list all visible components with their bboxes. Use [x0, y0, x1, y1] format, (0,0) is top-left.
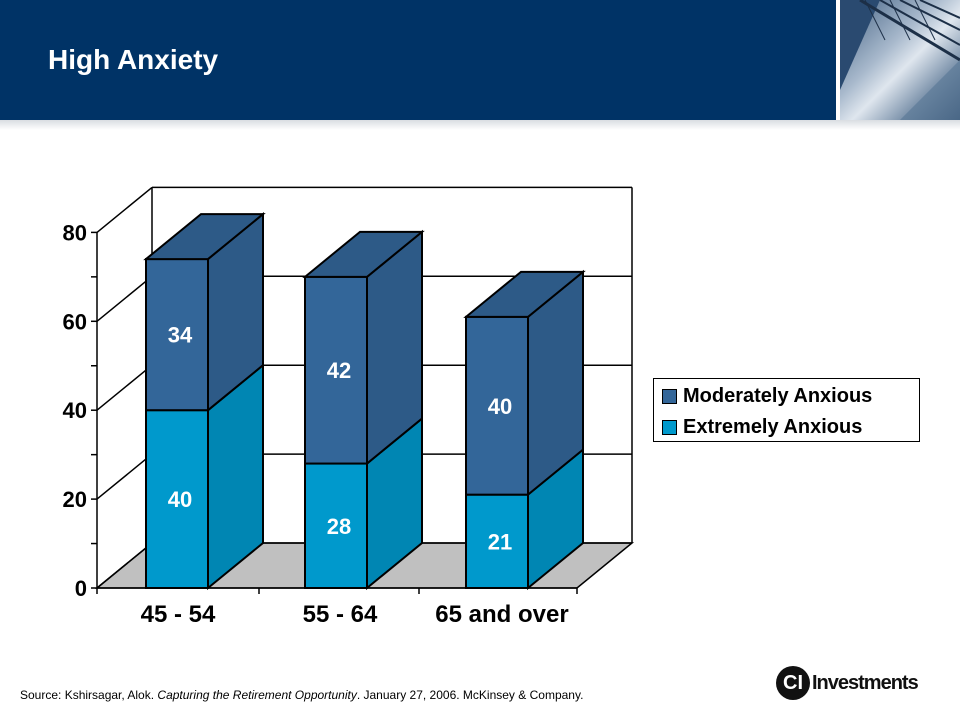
source-suffix: . January 27, 2006. McKinsey & Company.	[356, 688, 584, 702]
y-tick-label: 80	[63, 220, 87, 245]
legend-swatch-moderately-anxious	[662, 389, 677, 404]
bar-extremely-anxious	[304, 462, 368, 590]
bar-moderately-anxious	[145, 258, 209, 412]
bar-moderately-anxious	[304, 275, 368, 465]
bar-top	[463, 270, 586, 318]
data-label: 21	[488, 529, 512, 554]
gridline-side	[96, 542, 153, 589]
ci-investments-logo: CI Investments	[776, 666, 919, 702]
gridline-side	[96, 186, 153, 233]
source-citation: Source: Kshirsagar, Alok. Capturing the …	[20, 688, 583, 702]
y-tick-label: 0	[75, 576, 87, 601]
bar-moderately-anxious	[465, 315, 529, 496]
logo-text: Investments	[812, 672, 919, 694]
data-label: 40	[488, 394, 512, 419]
data-label: 34	[168, 323, 193, 348]
x-tick-label: 65 and over	[435, 601, 568, 628]
gridline-side	[96, 364, 153, 411]
data-label: 28	[327, 514, 351, 539]
source-publication: Capturing the Retirement Opportunity	[157, 688, 357, 702]
gridline-side	[96, 275, 153, 322]
x-tick-label: 45 - 54	[141, 601, 216, 628]
data-label: 42	[327, 358, 351, 383]
bar-extremely-anxious	[145, 409, 209, 590]
legend-label: Extremely Anxious	[683, 416, 863, 438]
legend-swatch-extremely-anxious	[662, 420, 677, 435]
header-shadow	[0, 120, 960, 130]
bar-extremely-anxious	[465, 493, 529, 589]
logo-mark: CI	[776, 666, 810, 700]
header-building-photo	[840, 0, 960, 120]
x-tick-label: 55 - 64	[303, 601, 378, 628]
source-prefix: Source: Kshirsagar, Alok.	[20, 688, 158, 702]
bar-top	[302, 230, 425, 278]
y-tick-label: 20	[63, 487, 87, 512]
slide-title: High Anxiety	[48, 44, 219, 75]
chart-legend: Moderately Anxious Extremely Anxious	[653, 378, 920, 442]
bar-top	[143, 213, 266, 261]
y-tick-label: 40	[63, 398, 87, 423]
building-image	[840, 0, 960, 120]
data-label: 40	[168, 487, 192, 512]
y-tick-label: 60	[63, 309, 87, 334]
legend-label: Moderately Anxious	[683, 385, 873, 407]
gridline-side	[96, 453, 153, 500]
header-bar	[0, 0, 836, 120]
